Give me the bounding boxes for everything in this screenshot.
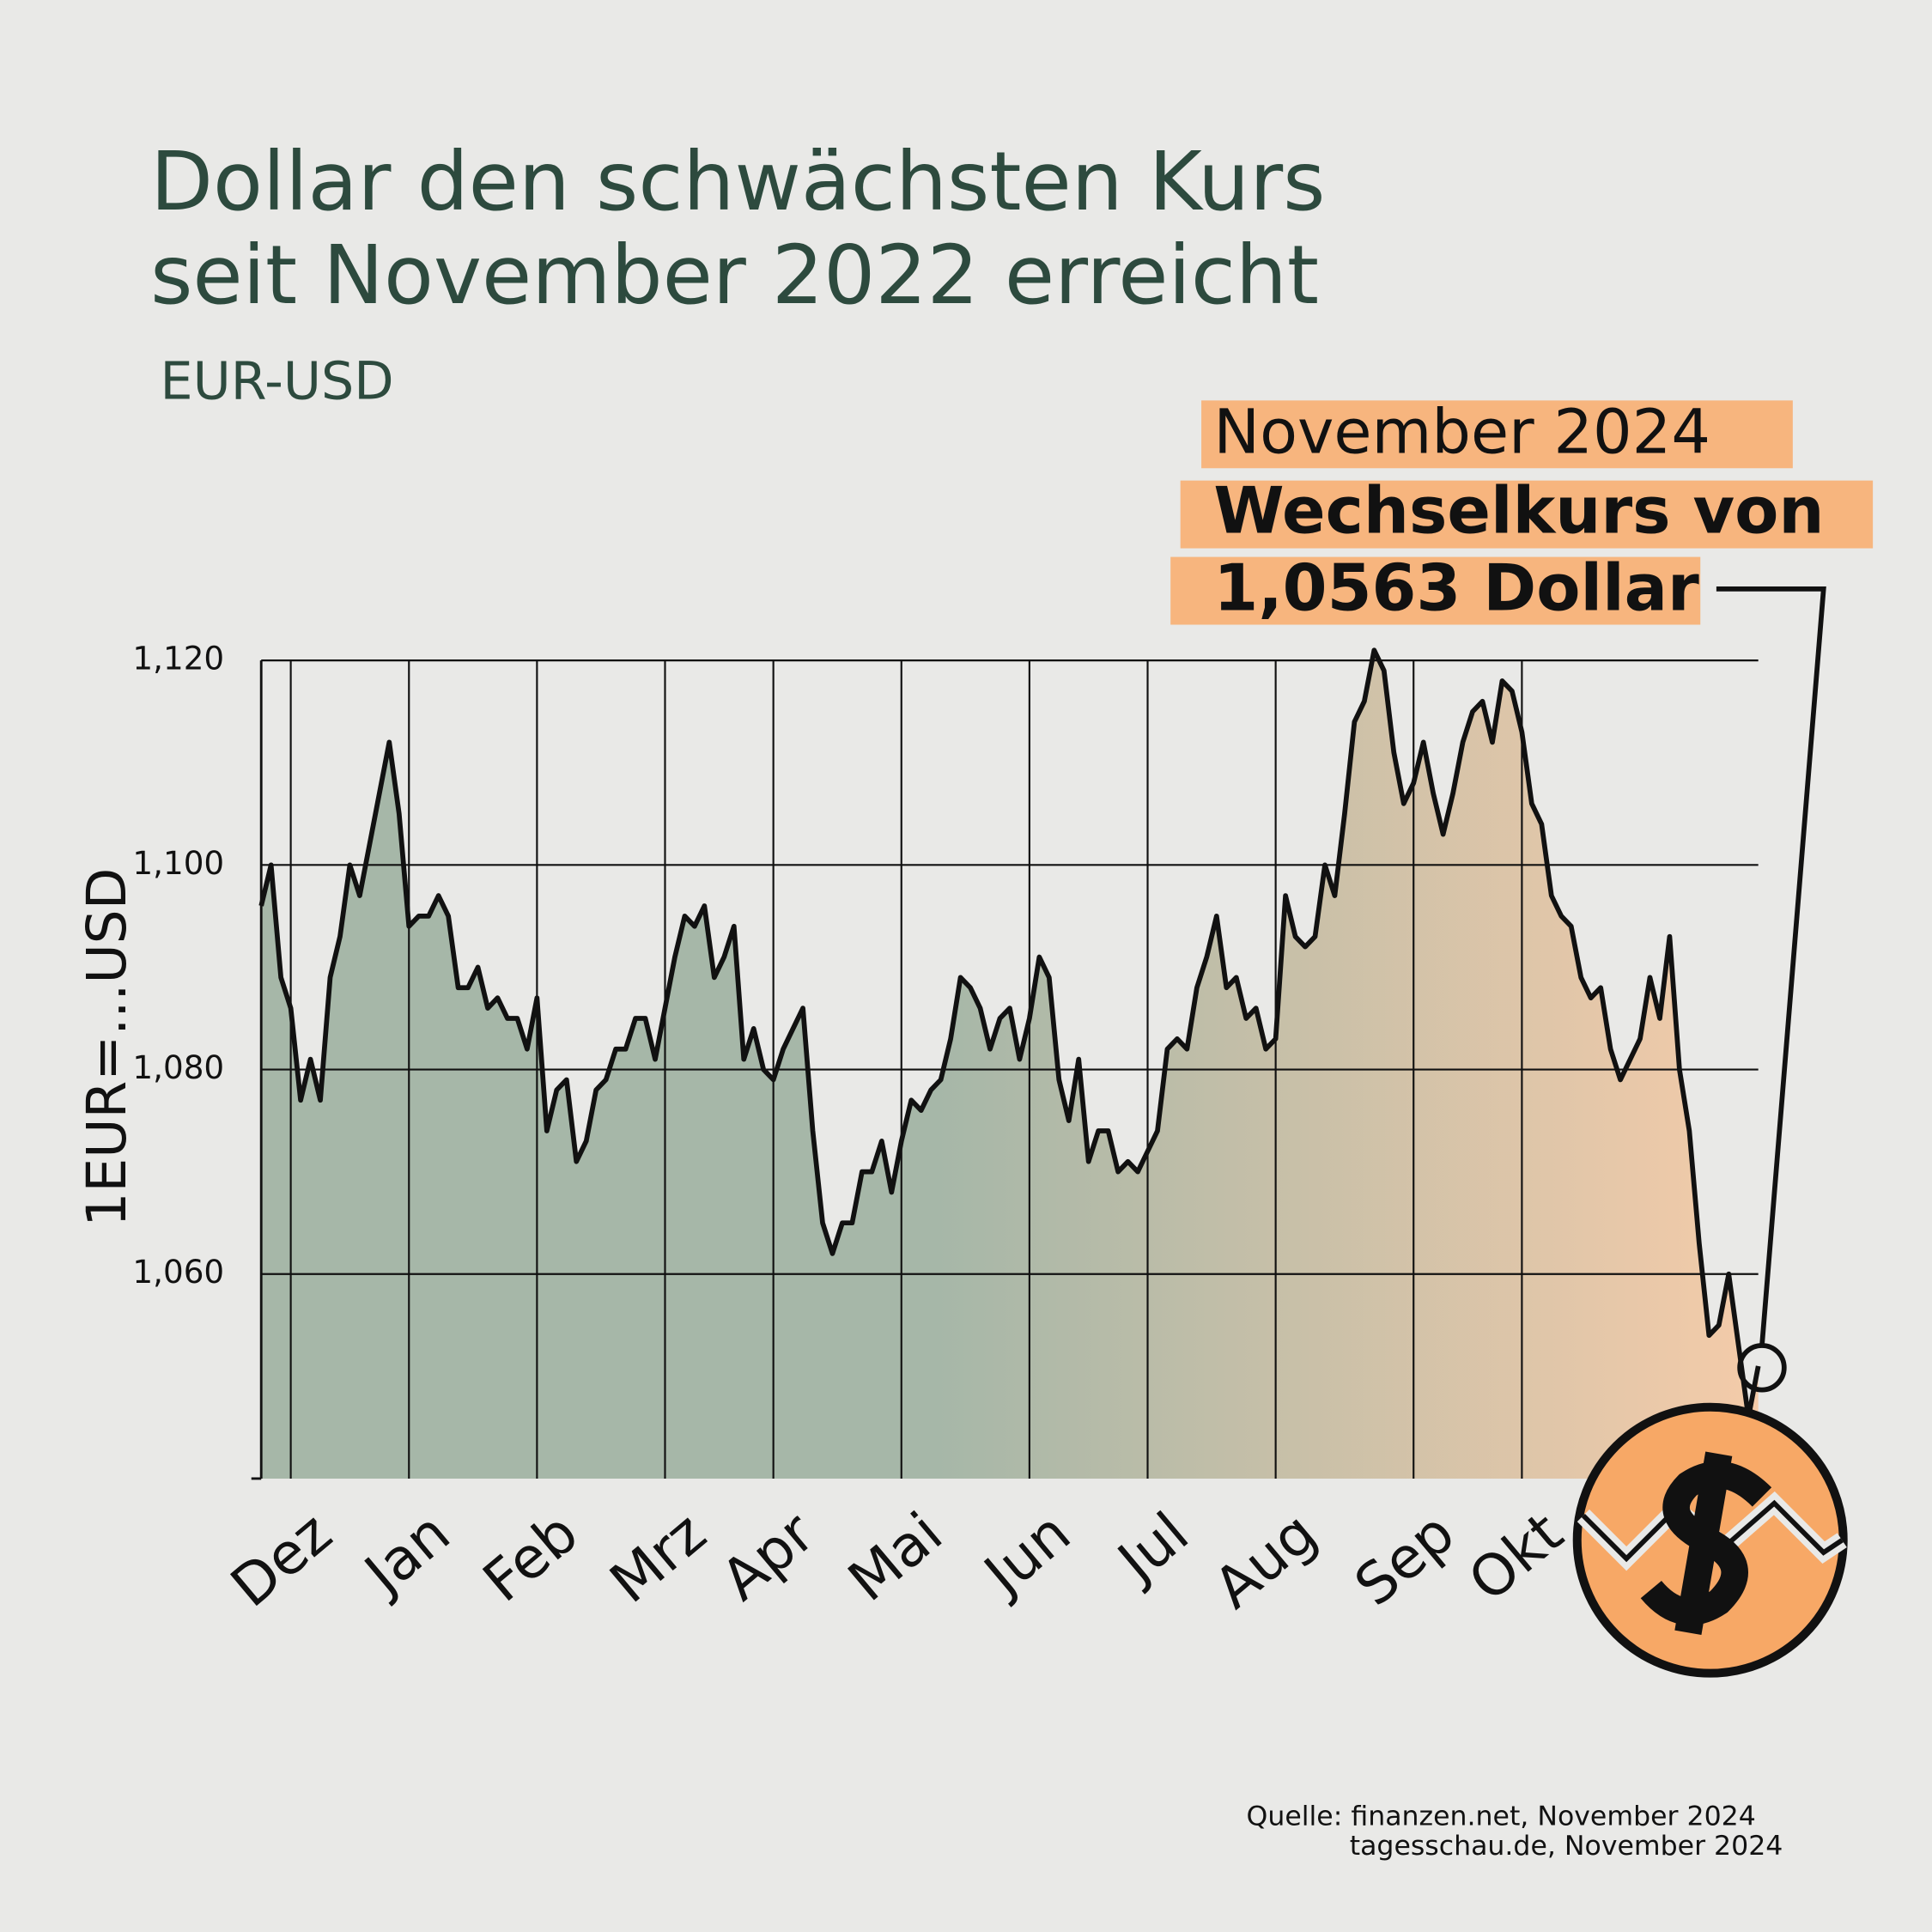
callout-circle bbox=[1737, 1343, 1787, 1393]
line bbox=[258, 647, 1761, 1420]
y-tick-label: 1,100 bbox=[132, 844, 224, 882]
y-axis-label: 1EUR=...USD bbox=[75, 868, 138, 1227]
y-tick-label: 1,080 bbox=[132, 1048, 224, 1086]
annotation-box bbox=[1180, 480, 1874, 549]
annotation-box bbox=[1170, 556, 1701, 625]
source-text: Quelle: finanzen.net, November 2024 bbox=[1247, 1801, 1756, 1832]
callout-line bbox=[1716, 586, 1826, 1346]
source-text: tagesschau.de, November 2024 bbox=[1350, 1831, 1783, 1862]
annotation-text: Wechselkurs von bbox=[1213, 473, 1824, 548]
y-tick-label: 1,120 bbox=[132, 640, 224, 677]
chart-title: Dollar den schwächsten Kurs bbox=[150, 135, 1325, 229]
area-fill bbox=[261, 650, 1759, 1479]
chart-subtitle: EUR-USD bbox=[161, 351, 394, 411]
dollar-icon bbox=[1572, 1402, 1848, 1678]
y-tick-label: 1,060 bbox=[132, 1253, 224, 1291]
annotation-box bbox=[1201, 400, 1793, 469]
icon-dollar bbox=[1640, 1451, 1772, 1635]
chart-title: seit November 2022 erreicht bbox=[150, 228, 1319, 323]
annotation-text: 1,0563 Dollar bbox=[1213, 551, 1699, 626]
annotation-text: November 2024 bbox=[1213, 396, 1710, 468]
